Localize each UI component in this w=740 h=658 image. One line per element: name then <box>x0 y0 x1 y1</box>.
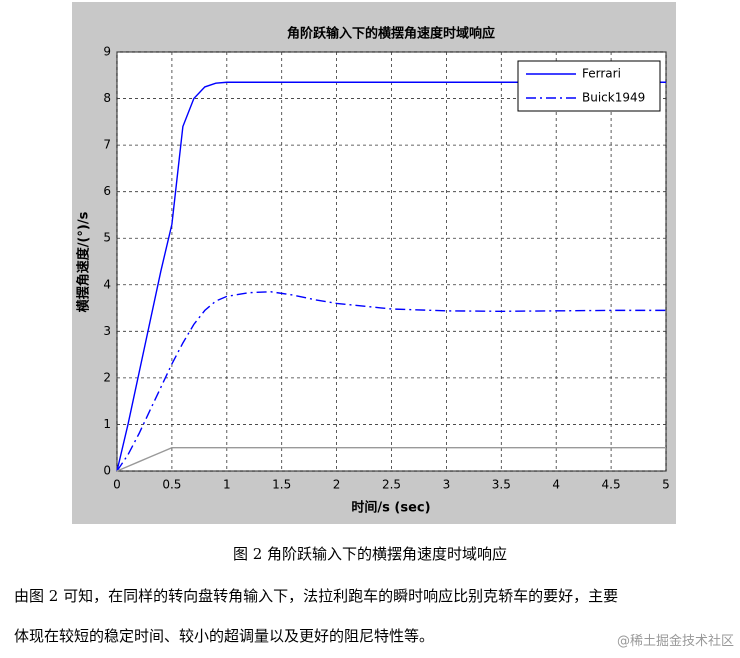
watermark: @稀土掘金技术社区 <box>616 634 734 649</box>
legend-box <box>517 60 661 112</box>
paragraph-line: 体现在较短的稳定时间、较小的超调量以及更好的阻尼特性等。 <box>14 627 435 645</box>
caption: 图 2 角阶跃输入下的横摆角速度时域响应 <box>232 545 508 563</box>
x-tick-label: 0 <box>113 478 121 492</box>
x-tick-label: 1.5 <box>272 478 291 492</box>
y-tick-label: 7 <box>103 138 111 152</box>
paragraph-line: 由图 2 可知，在同样的转向盘转角输入下，法拉利跑车的瞬时响应比别克轿车的要好，… <box>14 587 619 605</box>
line-series <box>116 81 666 472</box>
y-tick-label: 4 <box>103 277 111 291</box>
y-axis-label: 横摆角速度/(°)/s <box>76 211 92 312</box>
x-tick-label: 0.5 <box>162 478 181 492</box>
y-tick-label: 6 <box>103 184 111 198</box>
legend-label: Buick1949 <box>582 91 645 105</box>
x-axis-label: 时间/s (sec) <box>351 500 430 516</box>
x-tick-label: 2.5 <box>382 478 401 492</box>
chart: 角阶跃输入下的横摆角速度时域响应 时间/s (sec) 横摆角速度/(°)/s … <box>72 2 676 524</box>
y-tick-label: 0 <box>103 464 111 478</box>
line-series <box>116 291 666 472</box>
x-tick-label: 1 <box>223 478 231 492</box>
chart-title: 角阶跃输入下的横摆角速度时域响应 <box>287 26 495 42</box>
y-tick-label: 3 <box>103 324 111 338</box>
y-tick-label: 2 <box>103 370 111 384</box>
x-tick-label: 5 <box>662 478 670 492</box>
x-tick-label: 4 <box>552 478 560 492</box>
y-tick-label: 9 <box>103 45 111 59</box>
x-tick-label: 3.5 <box>492 478 511 492</box>
y-tick-label: 1 <box>103 417 111 431</box>
x-tick-label: 3 <box>443 478 451 492</box>
legend-label: Ferrari <box>582 67 621 81</box>
x-tick-label: 4.5 <box>602 478 621 492</box>
x-tick-label: 2 <box>333 478 341 492</box>
y-tick-label: 8 <box>103 91 111 105</box>
y-tick-label: 5 <box>103 231 111 245</box>
line-series <box>116 447 666 472</box>
